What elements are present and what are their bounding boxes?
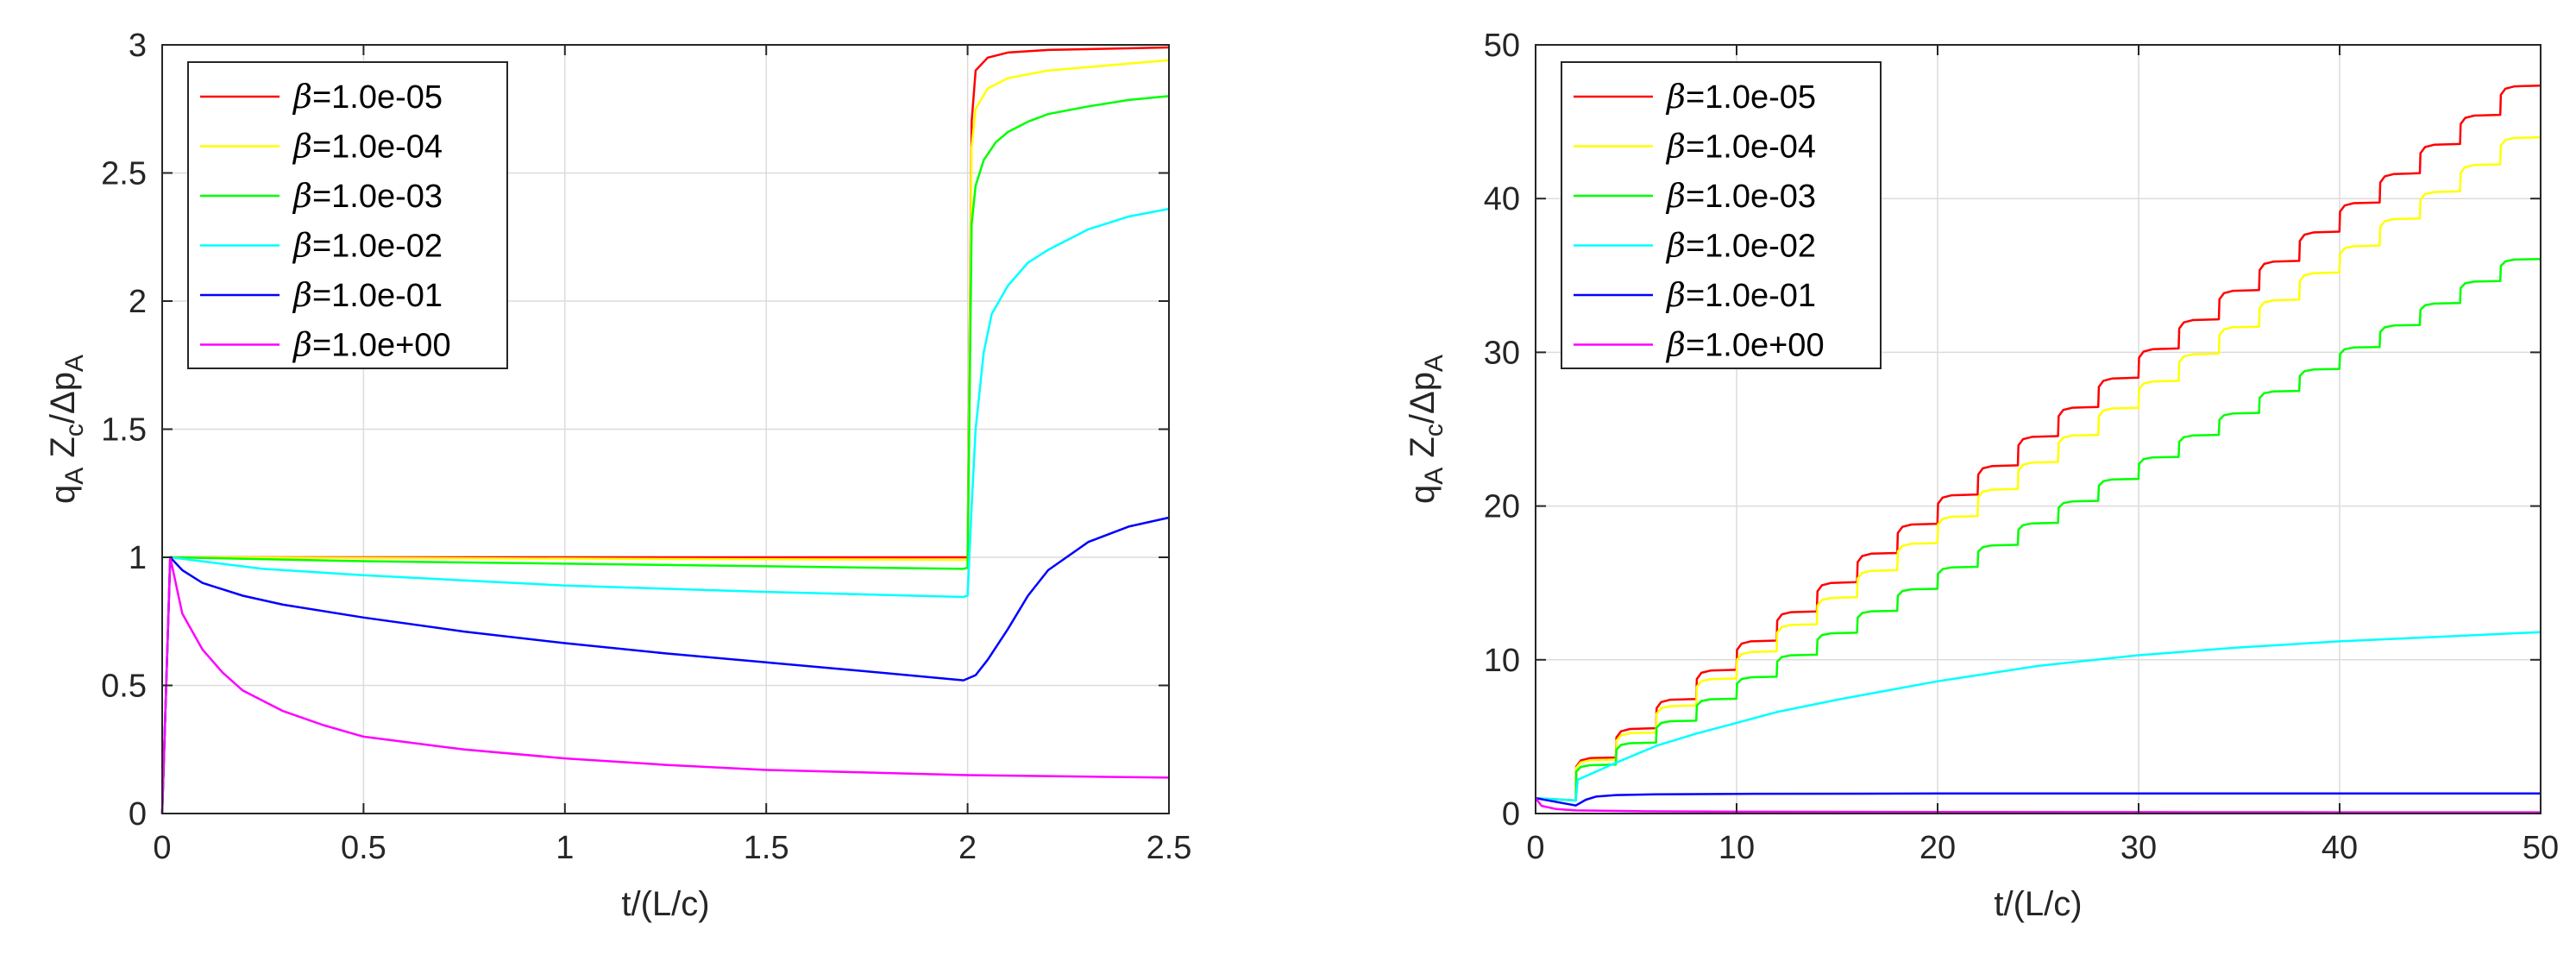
series-line [1535,631,2541,802]
x-tick-label: 0 [1526,830,1544,866]
x-tick-label: 50 [2523,830,2559,866]
ticks: 0 10 20 30 40 50 0 10 20 30 40 50 [1484,28,2559,866]
y-tick-label: 2.5 [101,156,147,192]
legend-label: β=1.0e-04 [292,128,443,166]
series-line [160,95,1170,814]
x-tick-label: 20 [1919,830,1956,866]
series-line [1535,797,2541,814]
x-tick-label: 0.5 [341,830,386,866]
y-tick-label: 3 [129,28,147,64]
y-tick-label: 10 [1484,643,1520,679]
legend-label: β=1.0e+00 [1665,326,1825,364]
y-tick-label: 0.5 [101,669,147,705]
series-line [1535,135,2541,802]
right-chart: 0 10 20 30 40 50 0 10 20 30 40 50 t/(L/c) qA Zc/ΔpA β=… [1404,28,2559,923]
series-line [1535,84,2541,802]
series-line [160,59,1170,814]
legend-box [1561,61,1882,369]
x-tick-label: 10 [1718,830,1755,866]
x-axis-label: t/(L/c) [1994,885,2082,923]
legend: β=1.0e-05 β=1.0e-04 β=1.0e-03 β=1.0e-02 β=1.… [1561,61,1882,369]
x-tick-label: 0 [153,830,171,866]
y-tick-label: 0 [129,796,147,832]
series-line [160,207,1170,814]
x-tick-label: 1.5 [744,830,789,866]
y-tick-label: 50 [1484,28,1520,64]
series-line [1535,257,2541,802]
legend-label: β=1.0e-02 [1665,227,1816,265]
legend-label: β=1.0e-05 [292,78,443,116]
x-axis-label: t/(L/c) [621,885,709,923]
legend-label: β=1.0e-03 [292,177,443,215]
y-tick-label: 1 [129,540,147,576]
series-line [160,46,1170,814]
legend-label: β=1.0e-04 [1665,128,1816,166]
y-tick-label: 2 [129,284,147,320]
left-chart: 0 0.5 1 1.5 2 2.5 0 0.5 1 1.5 2 2.5 3 t/(L/c) qA Zc/Δp… [44,28,1191,923]
plot-area-frame [1535,44,2541,814]
legend-label: β=1.0e-05 [1665,78,1816,116]
ticks: 0 0.5 1 1.5 2 2.5 0 0.5 1 1.5 2 2.5 3 [101,28,1191,866]
legend-label: β=1.0e-01 [292,276,443,314]
x-tick-label: 30 [2120,830,2157,866]
legend-box [187,61,508,369]
series-lines [160,46,1170,814]
series-line [160,556,1170,814]
series-line [1535,792,2541,807]
legend-label: β=1.0e+00 [292,326,451,364]
y-tick-label: 40 [1484,181,1520,217]
y-tick-label: 0 [1502,796,1520,832]
y-axis-label: qA Zc/ΔpA [1404,355,1448,504]
series-line [160,516,1170,814]
y-tick-label: 30 [1484,335,1520,371]
x-tick-label: 1 [556,830,574,866]
series-lines [1535,84,2541,814]
y-axis-label: qA Zc/ΔpA [44,355,89,504]
x-tick-label: 2.5 [1147,830,1192,866]
x-tick-label: 2 [958,830,977,866]
y-tick-label: 20 [1484,489,1520,525]
x-tick-label: 40 [2322,830,2358,866]
legend-label: β=1.0e-03 [1665,177,1816,215]
legend-label: β=1.0e-02 [292,227,443,265]
legend-label: β=1.0e-01 [1665,276,1816,314]
y-tick-label: 1.5 [101,412,147,449]
legend: β=1.0e-05 β=1.0e-04 β=1.0e-03 β=1.0e-02 β=1.… [187,61,508,369]
